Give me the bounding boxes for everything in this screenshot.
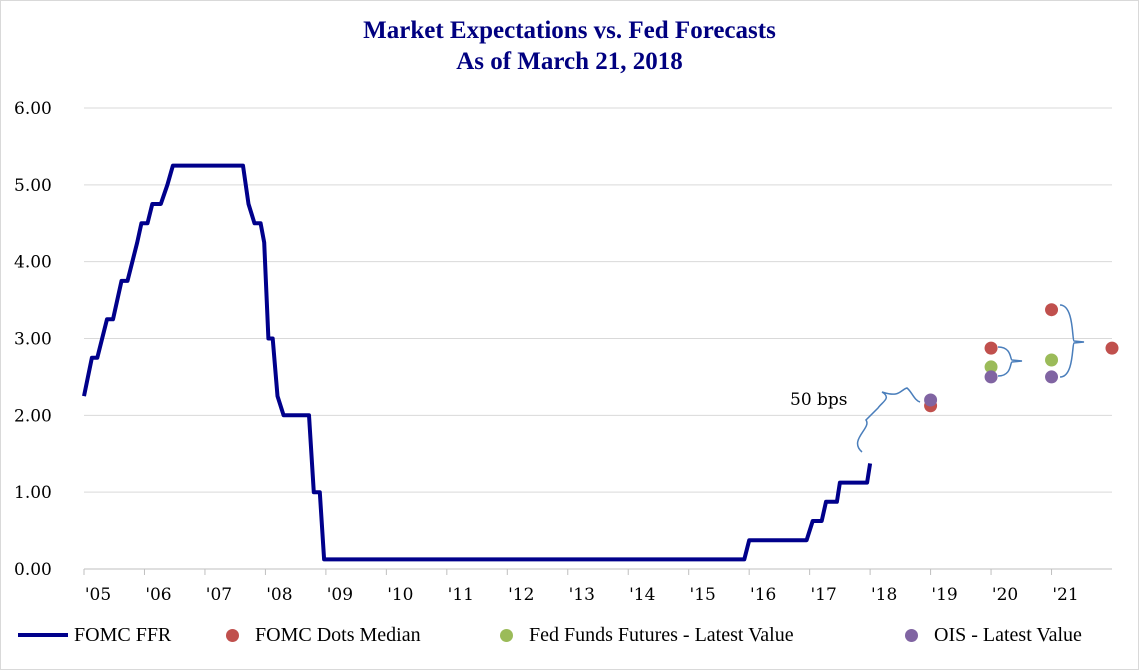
point-series-3-1 — [984, 370, 998, 384]
brace-2020 — [997, 346, 1023, 377]
x-tick-label: '13 — [569, 585, 595, 605]
point-series-1-3 — [1105, 341, 1119, 355]
legend-swatch-fed-funds-futures — [500, 628, 513, 642]
x-tick-label: '07 — [206, 585, 232, 605]
chart-title: Market Expectations vs. Fed Forecasts — [363, 17, 776, 44]
legend-item-fomc-dots: FOMC Dots Median — [226, 620, 421, 650]
point-series-2-1 — [1045, 353, 1059, 367]
x-tick-label: '18 — [871, 585, 897, 605]
legend-item-ois: OIS - Latest Value — [905, 620, 1082, 650]
point-series-3-2 — [1045, 370, 1059, 384]
x-tick-label: '09 — [327, 585, 353, 605]
x-tick-label: '12 — [508, 585, 534, 605]
x-tick-label: '20 — [992, 585, 1018, 605]
x-tick-label: '21 — [1052, 585, 1078, 605]
series-layer — [82, 163, 1119, 562]
point-series-1-1 — [984, 341, 998, 355]
series-line-fomc-ffr — [82, 163, 873, 562]
legend: FOMC FFR FOMC Dots Median Fed Funds Futu… — [0, 620, 1139, 650]
legend-label-fed-funds-futures: Fed Funds Futures - Latest Value — [529, 623, 794, 646]
legend-label-fomc-dots: FOMC Dots Median — [255, 623, 421, 646]
y-tick-label: 2.00 — [14, 406, 52, 426]
y-tick-label: 1.00 — [14, 483, 52, 503]
x-tick-label: '05 — [85, 585, 111, 605]
x-tick-label: '11 — [448, 585, 474, 605]
brace-50bps — [856, 387, 921, 453]
legend-label-fomc-ffr: FOMC FFR — [74, 623, 172, 646]
x-tick-label: '06 — [145, 585, 171, 605]
chart-subtitle: As of March 21, 2018 — [456, 48, 683, 75]
y-tick-label: 3.00 — [14, 330, 52, 350]
x-tick-label: '17 — [810, 585, 836, 605]
x-tick-label: '19 — [931, 585, 957, 605]
y-tick-label: 0.00 — [14, 560, 52, 580]
y-tick-label: 4.00 — [14, 253, 52, 273]
legend-item-fomc-ffr: FOMC FFR — [18, 620, 171, 650]
point-series-3-0 — [924, 393, 938, 407]
x-tick-label: '14 — [629, 585, 655, 605]
legend-swatch-fomc-dots — [226, 628, 239, 642]
point-series-1-2 — [1045, 303, 1059, 317]
grid-lines — [84, 107, 1112, 570]
x-tick-label: '16 — [750, 585, 776, 605]
brace-2021 — [1059, 304, 1085, 378]
y-axis-ticks: 0.00 1.00 2.00 3.00 4.00 5.00 6.00 — [14, 99, 52, 580]
x-tick-label: '15 — [690, 585, 716, 605]
annotation-braces — [856, 304, 1085, 453]
legend-swatch-fomc-ffr — [18, 633, 68, 637]
legend-swatch-ois — [905, 628, 918, 642]
x-axis-ticks: '05 '06 '07 '08 '09 '10 '11 '12 '13 '14 '15 '16 '17 '… — [83, 569, 1079, 605]
annotation-50bps: 50 bps — [790, 390, 848, 410]
x-tick-label: '08 — [266, 585, 292, 605]
y-tick-label: 6.00 — [14, 99, 52, 119]
legend-label-ois: OIS - Latest Value — [934, 623, 1082, 646]
point-series-2-0 — [984, 360, 998, 374]
legend-item-fed-funds-futures: Fed Funds Futures - Latest Value — [500, 620, 794, 650]
y-tick-label: 5.00 — [14, 176, 52, 196]
x-tick-label: '10 — [387, 585, 413, 605]
